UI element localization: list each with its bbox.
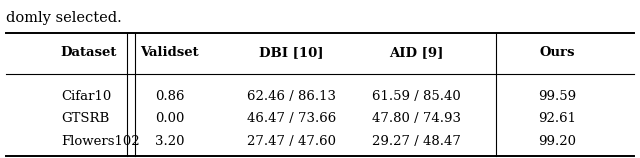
Text: 47.80 / 74.93: 47.80 / 74.93 xyxy=(371,112,461,125)
Text: 62.46 / 86.13: 62.46 / 86.13 xyxy=(246,90,336,103)
Text: Cifar10: Cifar10 xyxy=(61,90,111,103)
Text: 99.20: 99.20 xyxy=(538,135,576,148)
Text: 29.27 / 48.47: 29.27 / 48.47 xyxy=(372,135,460,148)
Text: 61.59 / 85.40: 61.59 / 85.40 xyxy=(372,90,460,103)
Text: 3.20: 3.20 xyxy=(155,135,184,148)
Text: 92.61: 92.61 xyxy=(538,112,576,125)
Text: 99.59: 99.59 xyxy=(538,90,576,103)
Text: AID [9]: AID [9] xyxy=(389,46,443,59)
Text: Dataset: Dataset xyxy=(61,46,117,59)
Text: 0.00: 0.00 xyxy=(155,112,184,125)
Text: 46.47 / 73.66: 46.47 / 73.66 xyxy=(246,112,336,125)
Text: 27.47 / 47.60: 27.47 / 47.60 xyxy=(246,135,336,148)
Text: domly selected.: domly selected. xyxy=(6,11,122,25)
Text: GTSRB: GTSRB xyxy=(61,112,109,125)
Text: Validset: Validset xyxy=(140,46,199,59)
Text: 0.86: 0.86 xyxy=(155,90,184,103)
Text: Ours: Ours xyxy=(539,46,575,59)
Text: Flowers102: Flowers102 xyxy=(61,135,140,148)
Text: DBI [10]: DBI [10] xyxy=(259,46,323,59)
